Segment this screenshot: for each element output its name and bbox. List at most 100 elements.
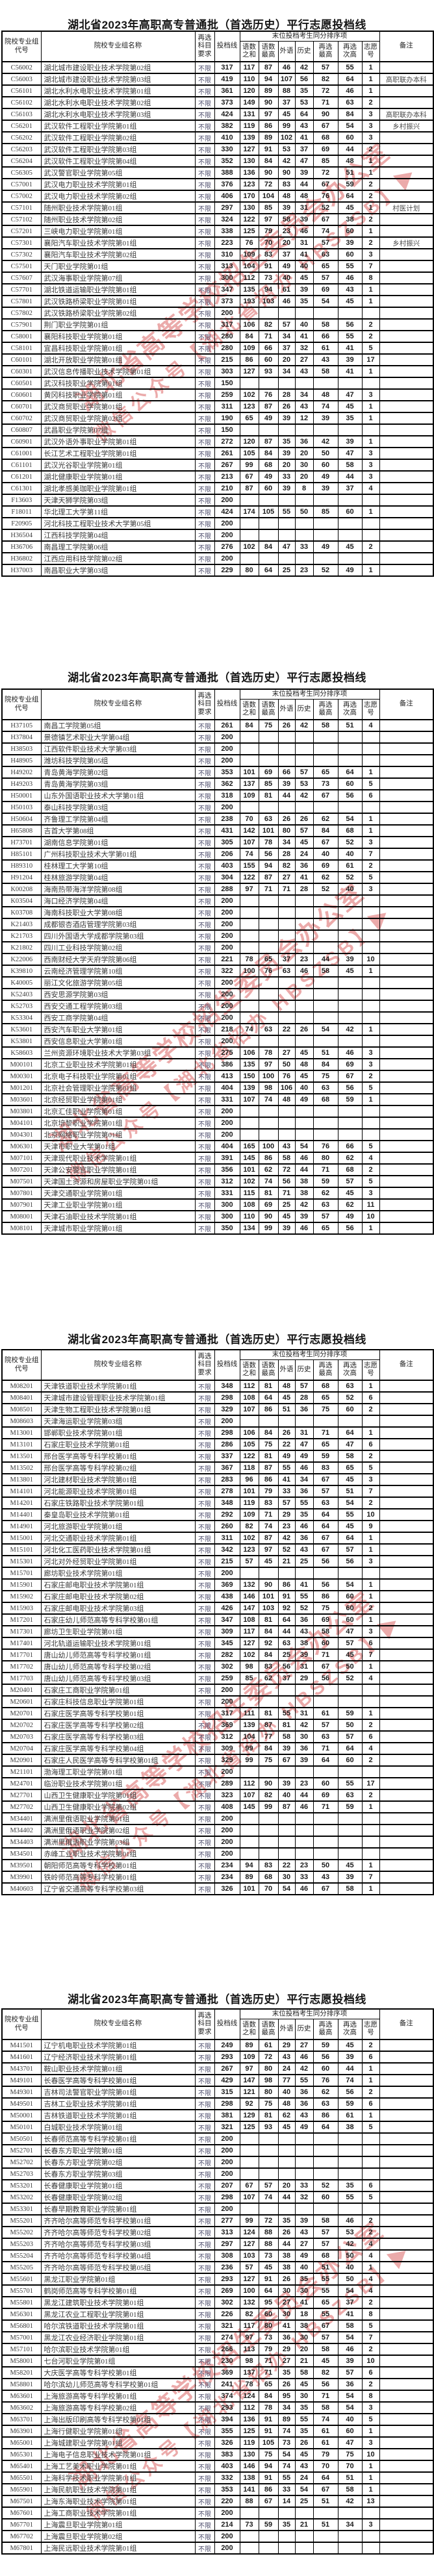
- cell-requirement: 不限: [194, 1567, 215, 1580]
- cell-requirement: 不限: [194, 1426, 215, 1439]
- cell-chinese-math-max: 78: [258, 2401, 279, 2414]
- cell-reselect-max: 85: [313, 155, 338, 168]
- cell-reselect-second: 45: [337, 201, 363, 214]
- cell-group-name: 上海行健职业学院第01组: [40, 2425, 196, 2438]
- cell-reselect-second: 45: [337, 540, 363, 553]
- cell-history: 23: [294, 1777, 314, 1790]
- cell-foreign-language: [277, 941, 296, 954]
- cell-chinese-math-max: [258, 1415, 279, 1428]
- cell-reselect-second: 64: [337, 766, 363, 779]
- cell-requirement: 不限: [194, 564, 215, 577]
- cell-group-name: 廊坊卫生职业学院第01组: [40, 1625, 196, 1638]
- cell-choice-number: 2: [361, 1450, 380, 1463]
- cell-choice-number: [361, 2132, 380, 2145]
- cell-chinese-math-sum: 100: [239, 2284, 259, 2297]
- cell-group-name: 海南科技职业大学第08组: [40, 906, 196, 919]
- cell-chinese-math-sum: 120: [239, 435, 259, 448]
- cell-remark: [379, 1625, 434, 1638]
- cell-group-code: M34501: [1, 1847, 42, 1860]
- table-row: M08101 天津城市职业学院第01组 不限 350 134 99 39 46 65 56 1: [1, 1222, 434, 1235]
- cell-chinese-math-max: [258, 742, 279, 755]
- cell-remark: [379, 1140, 434, 1153]
- cell-filing-line: 234: [214, 1871, 240, 1884]
- cell-foreign-language: 55: [277, 2471, 296, 2484]
- cell-chinese-math-max: 83: [258, 1496, 279, 1509]
- cell-foreign-language: 37: [277, 1672, 296, 1685]
- cell-history: 32: [294, 2191, 314, 2204]
- cell-reselect-max: [313, 731, 338, 744]
- cell-chinese-math-max: 84: [258, 1648, 279, 1661]
- cell-filing-line: 350: [214, 1222, 240, 1235]
- table-row: K00208 海南热带海洋学院第08组 不限 288 97 71 71 28 52 40 3: [1, 883, 434, 896]
- cell-filing-line: 315: [214, 2086, 240, 2099]
- cell-reselect-max: [313, 2167, 338, 2180]
- cell-remark: [379, 929, 434, 942]
- cell-history: 44: [294, 178, 314, 191]
- cell-history: 43: [294, 365, 314, 378]
- table-row: C56204 武汉软件工程职业学院第04组 不限 352 130 84 42 47 85 48 1: [1, 155, 434, 168]
- cell-requirement: 不限: [194, 131, 215, 144]
- cell-remark: [379, 1485, 434, 1498]
- cell-filing-line: 431: [214, 824, 240, 837]
- cell-foreign-language: 77: [277, 2074, 296, 2087]
- cell-reselect-max: 52: [313, 883, 338, 896]
- cell-group-name: 上海旅游高等专科学校第01组: [40, 2390, 196, 2403]
- cell-history: [294, 2530, 314, 2543]
- cell-group-name: 石家庄医学高等专科学校第02组: [40, 1719, 196, 1732]
- cell-foreign-language: 83: [277, 178, 296, 191]
- table-row: M13101 石家庄职业技术学院第01组 不限 286 105 75 22 47 65 47 6: [1, 1438, 434, 1451]
- cell-chinese-math-max: 103: [258, 1602, 279, 1615]
- table-row: M39501 朝阳师范高等专科学校第01组 不限 234 94 83 22 23 50 45 1: [1, 1859, 434, 1872]
- cell-group-name: 天津铁道职业技术学院第01组: [40, 1380, 196, 1393]
- cell-chinese-math-max: 56: [258, 848, 279, 861]
- cell-reselect-second: 42: [337, 2495, 363, 2508]
- cell-chinese-math-max: 97: [258, 1058, 279, 1071]
- cell-remark: [379, 2191, 434, 2204]
- cell-requirement: 不限: [194, 2471, 215, 2484]
- cell-remark: [379, 131, 434, 144]
- table-row: C60702 武汉商贸职业学院第02组 不限 190 65 49 39 12 39 35 1: [1, 412, 434, 425]
- cell-remark: [379, 166, 434, 179]
- table-row: C58101 宜昌科技职业学院第01组 不限 280 109 66 37 32 61 41 5: [1, 342, 434, 355]
- cell-reselect-max: 67: [313, 178, 338, 191]
- cell-filing-line: 352: [214, 155, 240, 168]
- cell-choice-number: 1: [361, 1222, 380, 1235]
- cell-foreign-language: 28: [277, 388, 296, 401]
- cell-filing-line: 293: [214, 2401, 240, 2414]
- cell-chinese-math-sum: 94: [239, 1859, 259, 1872]
- cell-chinese-math-max: 74: [258, 1175, 279, 1188]
- cell-chinese-math-sum: 121: [239, 2086, 259, 2099]
- header-chinese-math-max: 语数 最高: [258, 699, 279, 720]
- cell-choice-number: [361, 1117, 380, 1130]
- cell-history: [294, 2156, 314, 2169]
- cell-group-code: C57501: [1, 260, 42, 273]
- header-tiebreak-group: 末位投档考生同分排序项: [239, 1349, 380, 1360]
- cell-reselect-max: [313, 2156, 338, 2169]
- cell-reselect-second: 64: [337, 1742, 363, 1755]
- cell-history: 36: [294, 859, 314, 872]
- cell-chinese-math-max: 71: [258, 330, 279, 343]
- cell-chinese-math-max: [258, 552, 279, 565]
- cell-remark: [379, 2425, 434, 2438]
- cell-chinese-math-max: [258, 423, 279, 436]
- cell-history: 36: [294, 2097, 314, 2110]
- cell-filing-line: 238: [214, 813, 240, 826]
- cell-foreign-language: 37: [277, 248, 296, 261]
- cell-history: 49: [294, 1450, 314, 1463]
- cell-group-name: 长春东方职业学院第01组: [40, 2144, 196, 2157]
- cell-filing-line: 249: [214, 2039, 240, 2052]
- table-row: M39901 铁岭师范高等专科学校第01组 不限 234 89 68 30 33 43 39 7: [1, 1871, 434, 1884]
- header-tiebreak-group: 末位投档考生同分排序项: [239, 2008, 380, 2019]
- cell-group-code: M07901: [1, 1198, 42, 1211]
- cell-reselect-max: 67: [313, 1660, 338, 1673]
- cell-group-code: C57901: [1, 318, 42, 331]
- cell-chinese-math-max: 73: [258, 271, 279, 284]
- cell-history: [294, 2542, 314, 2555]
- cell-foreign-language: 34: [277, 365, 296, 378]
- cell-reselect-max: 67: [313, 1473, 338, 1486]
- cell-reselect-max: 59: [313, 1175, 338, 1188]
- cell-choice-number: 10: [361, 2355, 380, 2368]
- cell-group-code: M08603: [1, 1415, 42, 1428]
- cell-reselect-max: 75: [313, 1403, 338, 1416]
- cell-foreign-language: 44: [277, 2191, 296, 2204]
